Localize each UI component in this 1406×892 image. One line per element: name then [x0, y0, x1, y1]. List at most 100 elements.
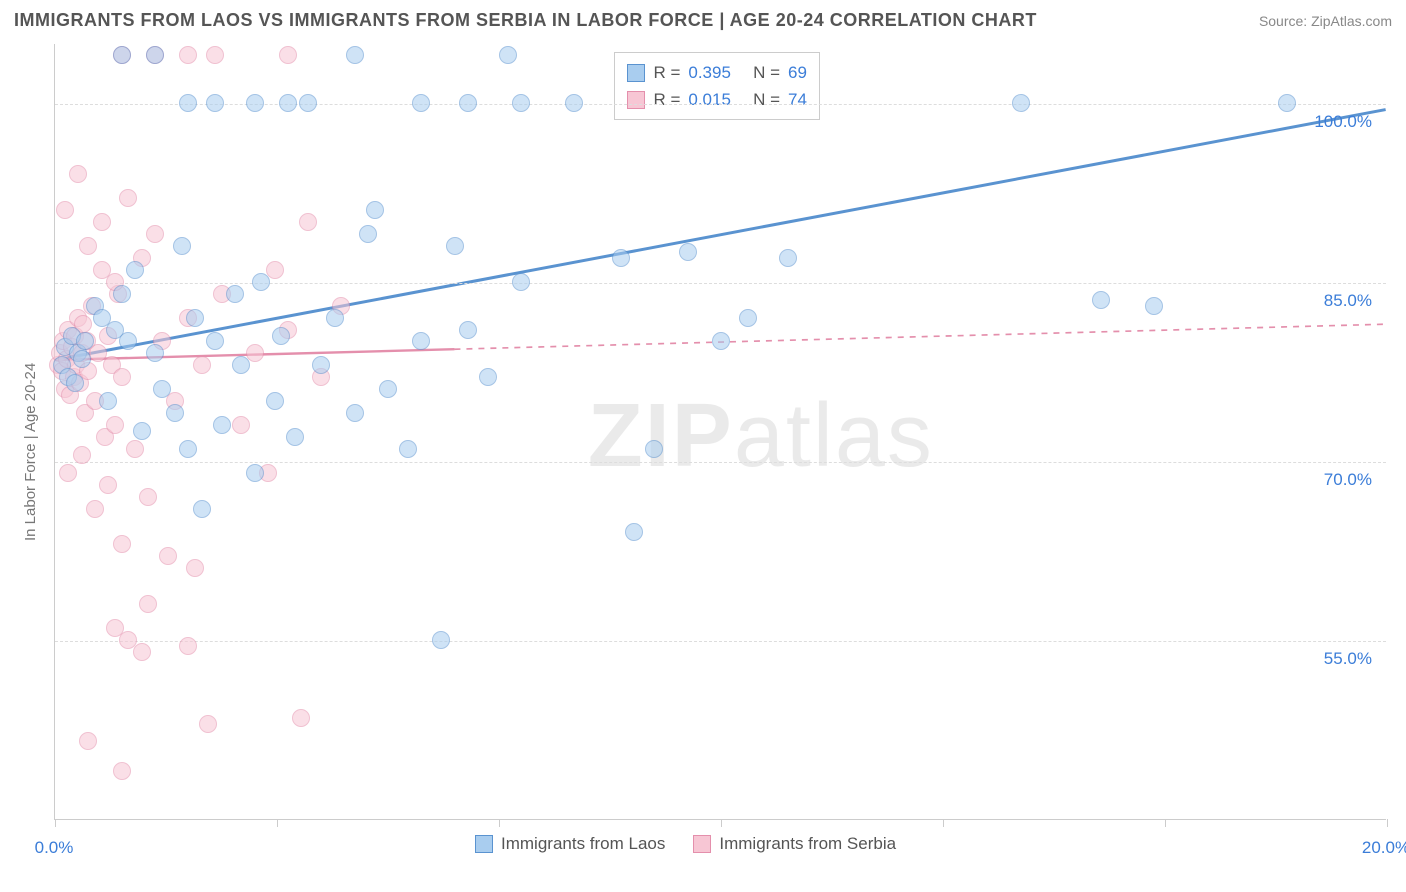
legend-swatch — [475, 835, 493, 853]
correlation-legend: R = 0.395 N = 69R = 0.015 N = 74 — [614, 52, 820, 120]
legend-r-value: 0.015 — [688, 86, 731, 113]
data-point — [119, 189, 137, 207]
data-point — [206, 332, 224, 350]
watermark: ZIPatlas — [588, 385, 934, 488]
gridline — [55, 462, 1386, 463]
gridline — [55, 641, 1386, 642]
data-point — [399, 440, 417, 458]
data-point — [379, 380, 397, 398]
data-point — [166, 404, 184, 422]
data-point — [292, 709, 310, 727]
series-legend: Immigrants from Laos Immigrants from Serb… — [475, 834, 896, 854]
x-tick — [943, 819, 944, 827]
source-label: Source: ZipAtlas.com — [1259, 13, 1392, 29]
data-point — [173, 237, 191, 255]
data-point — [99, 476, 117, 494]
y-tick-label: 55.0% — [1324, 649, 1372, 669]
data-point — [359, 225, 377, 243]
y-tick-label: 85.0% — [1324, 291, 1372, 311]
legend-n-value: 74 — [788, 86, 807, 113]
data-point — [246, 94, 264, 112]
x-tick — [721, 819, 722, 827]
data-point — [252, 273, 270, 291]
legend-n-label: N = — [739, 59, 780, 86]
data-point — [346, 46, 364, 64]
data-point — [159, 547, 177, 565]
data-point — [99, 392, 117, 410]
legend-item: Immigrants from Serbia — [693, 834, 896, 854]
data-point — [76, 332, 94, 350]
data-point — [213, 416, 231, 434]
data-point — [366, 201, 384, 219]
data-point — [272, 327, 290, 345]
data-point — [479, 368, 497, 386]
data-point — [512, 273, 530, 291]
data-point — [499, 46, 517, 64]
data-point — [133, 422, 151, 440]
data-point — [106, 416, 124, 434]
data-point — [146, 225, 164, 243]
data-point — [232, 416, 250, 434]
data-point — [612, 249, 630, 267]
data-point — [446, 237, 464, 255]
y-axis-label: In Labor Force | Age 20-24 — [22, 362, 39, 540]
data-point — [79, 237, 97, 255]
data-point — [113, 762, 131, 780]
x-tick — [277, 819, 278, 827]
data-point — [199, 715, 217, 733]
data-point — [246, 464, 264, 482]
data-point — [56, 201, 74, 219]
data-point — [69, 165, 87, 183]
data-point — [679, 243, 697, 261]
x-tick — [499, 819, 500, 827]
data-point — [139, 595, 157, 613]
data-point — [512, 94, 530, 112]
data-point — [412, 94, 430, 112]
data-point — [86, 500, 104, 518]
trend-line-solid — [55, 110, 1385, 360]
data-point — [279, 46, 297, 64]
x-tick-label: 0.0% — [35, 838, 74, 858]
data-point — [153, 380, 171, 398]
data-point — [126, 261, 144, 279]
legend-series-name: Immigrants from Laos — [501, 834, 665, 854]
data-point — [186, 309, 204, 327]
x-tick — [55, 819, 56, 827]
data-point — [1012, 94, 1030, 112]
data-point — [179, 637, 197, 655]
data-point — [739, 309, 757, 327]
legend-swatch — [627, 64, 645, 82]
x-tick-label: 20.0% — [1362, 838, 1406, 858]
data-point — [459, 94, 477, 112]
data-point — [299, 94, 317, 112]
data-point — [266, 392, 284, 410]
data-point — [1145, 297, 1163, 315]
legend-swatch — [693, 835, 711, 853]
data-point — [179, 94, 197, 112]
data-point — [146, 344, 164, 362]
data-point — [179, 46, 197, 64]
data-point — [146, 46, 164, 64]
x-tick — [1387, 819, 1388, 827]
data-point — [193, 356, 211, 374]
legend-n-value: 69 — [788, 59, 807, 86]
data-point — [119, 332, 137, 350]
data-point — [79, 732, 97, 750]
data-point — [279, 94, 297, 112]
legend-row: R = 0.015 N = 74 — [627, 86, 807, 113]
data-point — [113, 368, 131, 386]
data-point — [133, 643, 151, 661]
legend-swatch — [627, 91, 645, 109]
data-point — [565, 94, 583, 112]
data-point — [113, 285, 131, 303]
legend-r-value: 0.395 — [688, 59, 731, 86]
data-point — [113, 46, 131, 64]
scatter-plot: ZIPatlas R = 0.395 N = 69R = 0.015 N = 7… — [54, 44, 1386, 820]
legend-item: Immigrants from Laos — [475, 834, 665, 854]
y-tick-label: 70.0% — [1324, 470, 1372, 490]
data-point — [206, 46, 224, 64]
y-tick-label: 100.0% — [1314, 112, 1372, 132]
data-point — [66, 374, 84, 392]
data-point — [93, 213, 111, 231]
legend-r-label: R = — [653, 86, 680, 113]
